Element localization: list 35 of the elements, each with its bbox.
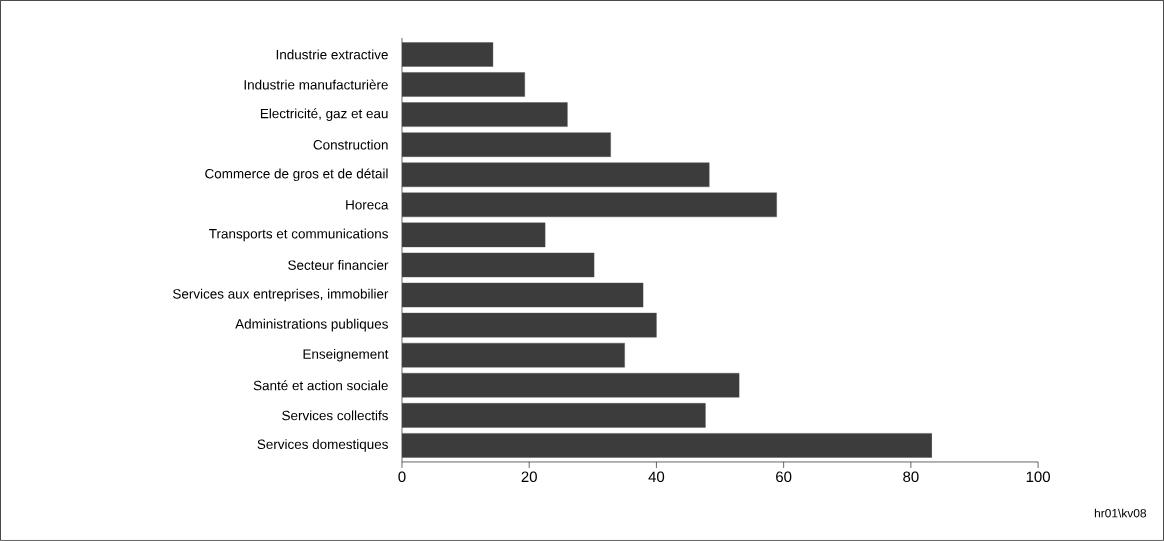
- y-tick-label: Enseignement: [303, 348, 389, 362]
- x-tick-label: 80: [903, 471, 919, 483]
- y-tick-label: Electricité, gaz et eau: [260, 108, 388, 121]
- y-tick-label: Secteur financier: [288, 260, 389, 270]
- x-tick-label: 20: [521, 471, 537, 483]
- x-tick-label: 40: [648, 471, 665, 483]
- y-tick-label: Services domestiques: [257, 439, 388, 452]
- y-tick-label: Transports et communications: [209, 228, 388, 242]
- y-tick-label: Services aux entreprises, immobilier: [173, 288, 389, 302]
- bar: [401, 403, 706, 428]
- bar: [401, 282, 644, 308]
- bar: [401, 343, 625, 368]
- bar: [401, 72, 525, 97]
- y-tick-label: Santé et action sociale: [253, 380, 388, 391]
- y-tick-label: Industrie manufacturière: [244, 79, 388, 90]
- y-tick-label: Commerce de gros et de détail: [205, 168, 388, 182]
- x-tick-label: 100: [1026, 471, 1050, 483]
- bar: [401, 192, 777, 218]
- text: hr01\kv08: [1094, 508, 1147, 518]
- y-tick-label: Construction: [313, 139, 388, 150]
- y-tick-label: Administrations publiques: [235, 318, 388, 332]
- bar: [401, 42, 494, 67]
- y-tick-label: Industrie extractive: [276, 49, 388, 60]
- bar: [401, 132, 611, 157]
- y-tick-label: Horeca: [346, 200, 389, 210]
- x-tick-label: 60: [776, 471, 792, 483]
- bar: [401, 373, 740, 398]
- x-tick-label: 0: [398, 471, 406, 483]
- bar: [401, 312, 657, 338]
- bar: [401, 102, 568, 127]
- y-tick-label: Services collectifs: [282, 410, 388, 421]
- bar: [401, 162, 710, 188]
- bar: [401, 433, 933, 458]
- bar: [401, 252, 595, 278]
- bar: [401, 222, 546, 248]
